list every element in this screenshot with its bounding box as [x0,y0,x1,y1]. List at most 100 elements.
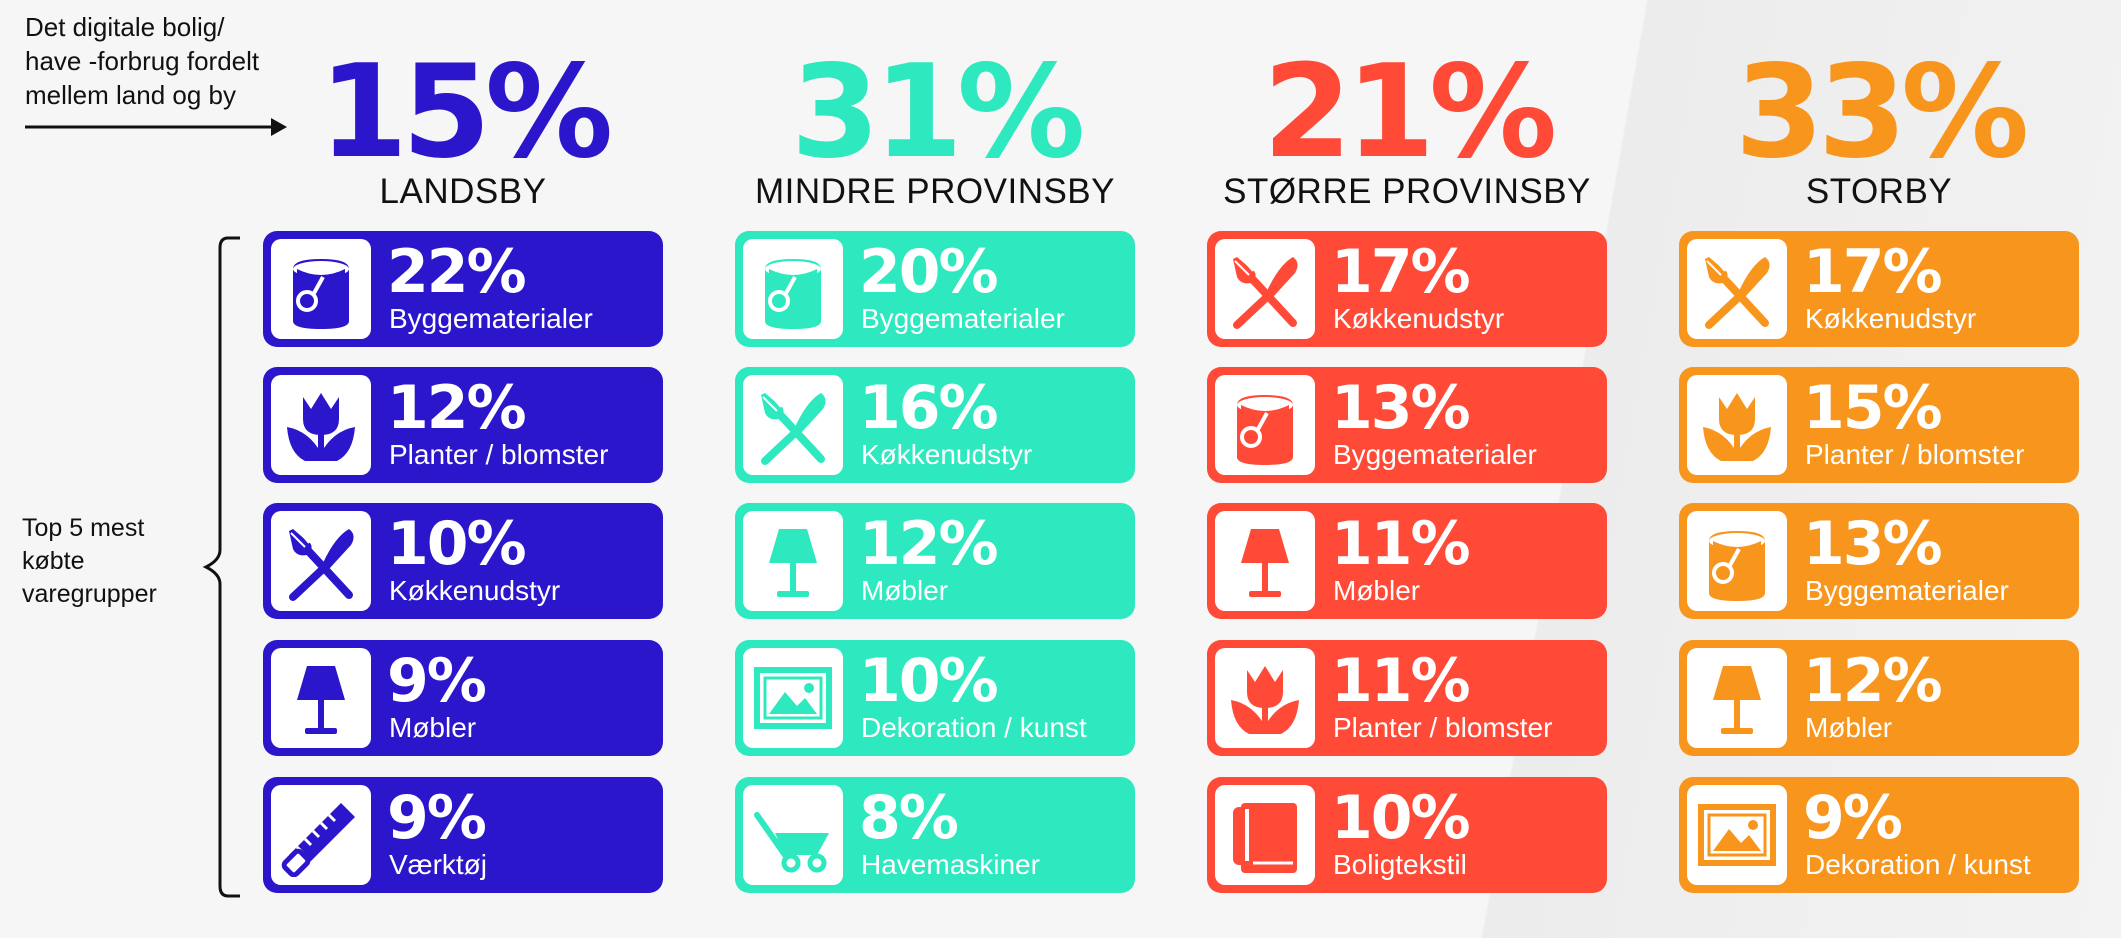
category-card: 9% Dekoration / kunst [1679,777,2079,893]
column-share-percent: 33% [1734,38,2029,187]
intro-text: Det digitale bolig/ have -forbrug fordel… [25,10,305,112]
category-percent: 13% [1331,373,1471,443]
category-card: 13% Byggematerialer [1207,367,1607,483]
category-label: Køkkenudstyr [1333,303,1505,334]
category-label: Køkkenudstyr [861,439,1033,470]
category-label: Planter / blomster [389,439,609,470]
category-percent: 12% [387,373,527,443]
category-label: Byggematerialer [1805,575,2009,606]
tulip-icon [1703,393,1771,461]
category-percent: 9% [387,783,487,853]
icon-box [1215,239,1315,339]
towel-icon [1233,803,1297,873]
lamp-icon [1713,666,1761,734]
category-label: Dekoration / kunst [1805,849,2031,880]
category-percent: 10% [859,646,999,716]
side-label: Top 5 mest købte varegrupper [22,512,182,611]
fork-knife-icon [1705,256,1770,329]
icon-box [1687,785,1787,885]
category-percent: 13% [1803,509,1943,579]
category-card: 17% Køkkenudstyr [1207,231,1607,347]
category-card: 11% Planter / blomster [1207,640,1607,756]
category-percent: 15% [1803,373,1943,443]
category-card: 9% Møbler [263,640,663,756]
tulip-icon [1231,666,1299,734]
lamp-icon [769,529,817,597]
column-share-percent: 31% [790,38,1085,187]
category-card: 12% Møbler [1679,640,2079,756]
paint-bucket-icon [765,259,821,329]
icon-box [743,785,843,885]
side-label-line-2: købte [22,547,85,575]
icon-box [271,375,371,475]
column-city-label: LANDSBY [379,172,547,211]
icon-box [1687,648,1787,748]
icon-box [743,375,843,475]
wheelbarrow-icon [754,812,829,873]
icon-box [1687,375,1787,475]
category-card: 17% Køkkenudstyr [1679,231,2079,347]
category-percent: 17% [1331,237,1471,307]
paint-bucket-icon [293,259,349,329]
category-percent: 17% [1803,237,1943,307]
category-label: Køkkenudstyr [389,575,561,606]
icon-box [1687,239,1787,339]
column-city-label: MINDRE PROVINSBY [755,172,1115,211]
lamp-icon [297,666,345,734]
category-percent: 12% [859,509,999,579]
icon-box [1215,648,1315,748]
category-card: 16% Køkkenudstyr [735,367,1135,483]
column-city-label: STØRRE PROVINSBY [1223,172,1591,211]
category-card: 12% Planter / blomster [263,367,663,483]
category-label: Byggematerialer [861,303,1065,334]
category-percent: 9% [1803,783,1903,853]
saw-icon [281,803,355,877]
side-label-line-1: Top 5 mest [22,514,145,542]
picture-icon [754,667,832,729]
category-label: Dekoration / kunst [861,712,1087,743]
category-percent: 10% [387,509,527,579]
category-label: Møbler [1805,712,1893,743]
column-share-percent: 21% [1262,38,1557,187]
category-card: 22% Byggematerialer [263,231,663,347]
right-arrow-icon [25,118,287,136]
category-label: Møbler [1333,575,1421,606]
category-card: 9% Værktøj [263,777,663,893]
category-percent: 11% [1331,646,1471,716]
category-card: 20% Byggematerialer [735,231,1135,347]
category-percent: 11% [1331,509,1471,579]
category-card: 8% Havemaskiner [735,777,1135,893]
icon-box [743,239,843,339]
category-card: 12% Møbler [735,503,1135,619]
category-percent: 9% [387,646,487,716]
category-percent: 22% [387,237,527,307]
category-label: Møbler [861,575,949,606]
icon-box [271,239,371,339]
intro-line-2: have -forbrug fordelt [25,46,260,76]
category-label: Boligtekstil [1333,849,1467,880]
column-share-percent: 15% [318,38,613,187]
category-card: 13% Byggematerialer [1679,503,2079,619]
category-percent: 10% [1331,783,1471,853]
icon-box [271,785,371,885]
icon-box [1215,375,1315,475]
category-percent: 16% [859,373,999,443]
category-label: Møbler [389,712,477,743]
fork-knife-icon [289,528,354,601]
lamp-icon [1241,529,1289,597]
side-label-line-3: varegrupper [22,580,157,608]
tulip-icon [287,393,355,461]
icon-box [271,648,371,748]
category-percent: 8% [859,783,959,853]
category-percent: 20% [859,237,999,307]
paint-bucket-icon [1709,531,1765,601]
column-city-label: STORBY [1805,172,1953,211]
category-label: Køkkenudstyr [1805,303,1977,334]
category-card: 10% Dekoration / kunst [735,640,1135,756]
category-label: Byggematerialer [389,303,593,334]
intro-line-3: mellem land og by [25,80,236,110]
paint-bucket-icon [1237,395,1293,465]
category-card: 10% Boligtekstil [1207,777,1607,893]
category-label: Planter / blomster [1333,712,1553,743]
icon-box [743,511,843,611]
